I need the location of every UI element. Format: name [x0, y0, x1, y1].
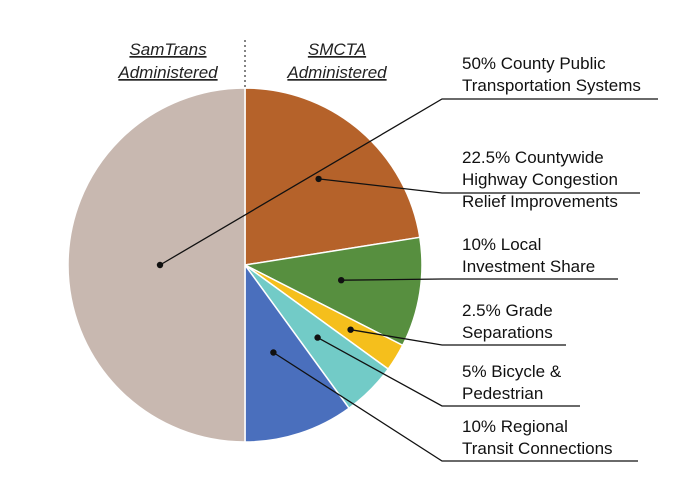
slice-label-2-line-1: 10% Local [462, 235, 541, 254]
pie-slices [67, 87, 423, 443]
leader-line-1 [318, 178, 640, 194]
leader-dot-3 [347, 326, 354, 333]
slice-label-1-line-1: 22.5% Countywide [462, 148, 604, 167]
slice-label-1-line-3: Relief Improvements [462, 192, 618, 211]
pie-slice-6 [67, 87, 246, 443]
leader-dot-5 [270, 349, 277, 356]
leader-lines [156, 98, 658, 462]
slice-label-5-line-2: Transit Connections [462, 439, 613, 458]
slice-label-4-line-2: Pedestrian [462, 384, 543, 403]
leader-dot-6 [156, 261, 164, 269]
leader-dot-4 [314, 334, 321, 341]
leader-dot-1 [315, 175, 322, 183]
half-header-1-line-2: Administered [117, 63, 218, 82]
slice-label-5-line-1: 10% Regional [462, 417, 568, 436]
leader-line-2 [341, 278, 618, 281]
pie-slice-5 [244, 262, 351, 443]
slice-label-6-line-1: 50% County Public [462, 54, 606, 73]
slice-label-6-line-2: Transportation Systems [462, 76, 641, 95]
slice-labels: 22.5% Countywide Highway Congestion Relief… [462, 54, 641, 458]
leader-line-3 [350, 329, 566, 346]
half-header-1-line-1: SamTrans [129, 40, 207, 59]
slice-label-3-line-2: Separations [462, 323, 553, 342]
slice-label-4-line-1: 5% Bicycle & [462, 362, 562, 381]
pie-slice-2 [242, 236, 423, 347]
leader-dot-2 [338, 277, 345, 284]
pie-slice-1 [244, 87, 421, 266]
slice-label-1-line-2: Highway Congestion [462, 170, 618, 189]
half-header-2-line-2: Administered [286, 63, 387, 82]
slice-label-2-line-2: Investment Share [462, 257, 595, 276]
leader-line-6 [159, 98, 658, 266]
half-header-2-line-1: SMCTA [308, 40, 366, 59]
leader-line-5 [273, 351, 638, 462]
half-headers: SamTrans Administered SMCTA Administered [117, 40, 387, 82]
leader-line-4 [317, 337, 580, 407]
slice-label-3-line-1: 2.5% Grade [462, 301, 553, 320]
